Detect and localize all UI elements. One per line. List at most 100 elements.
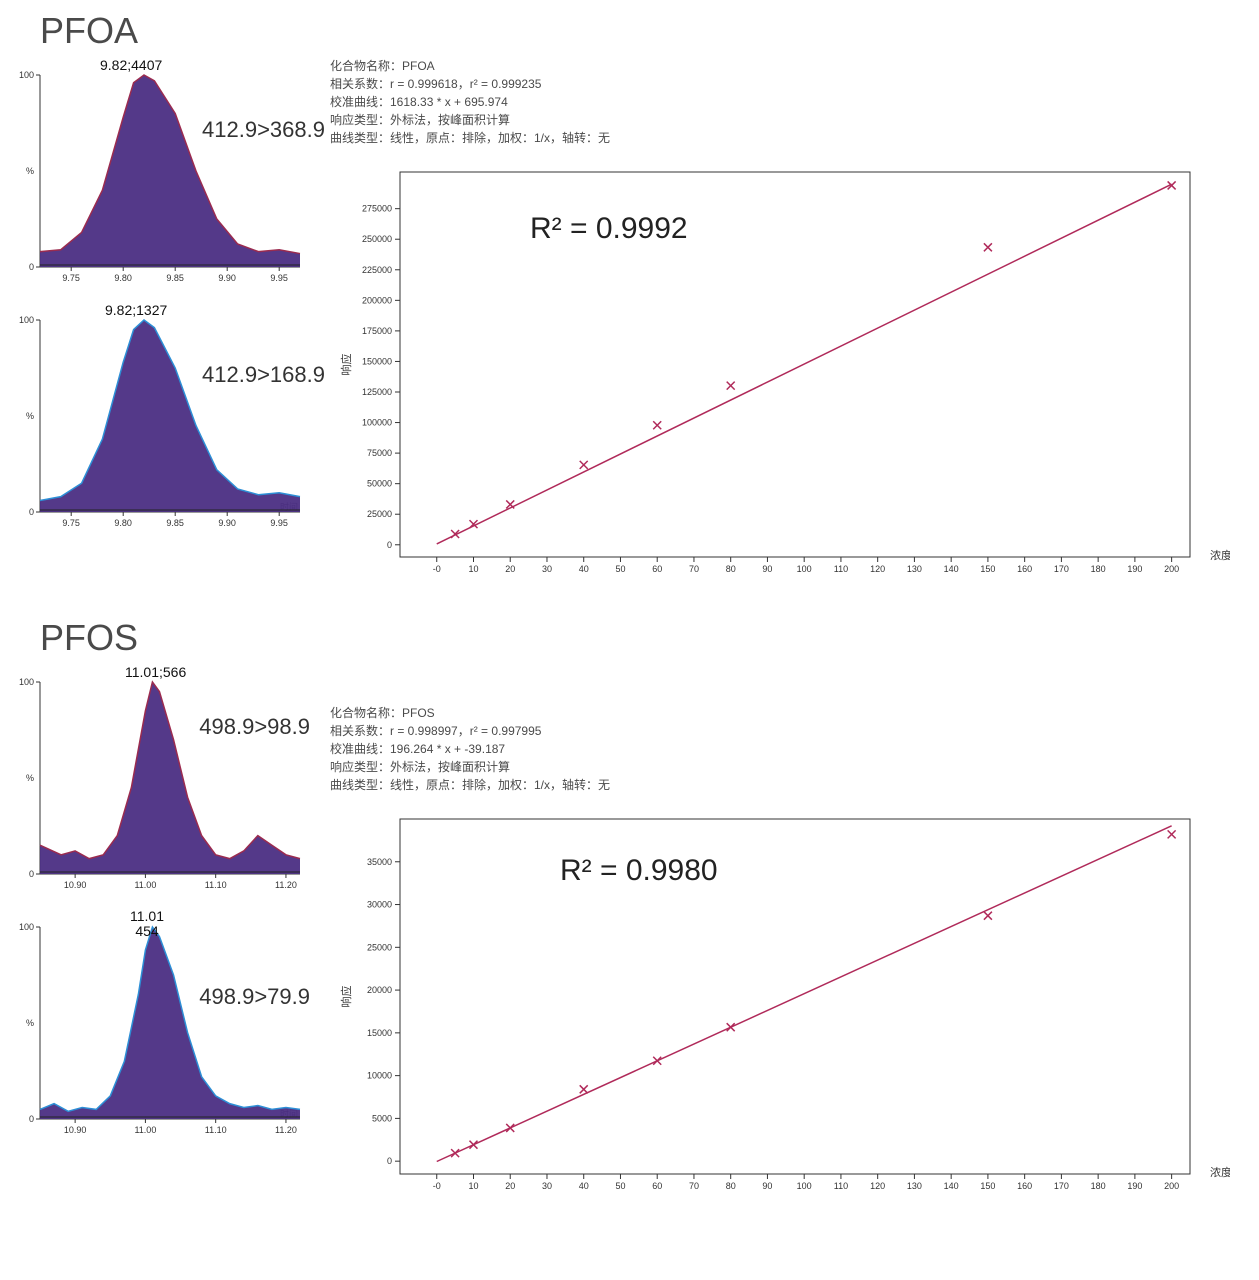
svg-text:30: 30 bbox=[542, 1181, 552, 1191]
pfos-title: PFOS bbox=[40, 617, 1249, 659]
svg-text:120: 120 bbox=[870, 1181, 885, 1191]
svg-text:30000: 30000 bbox=[367, 900, 392, 910]
svg-text:100: 100 bbox=[797, 564, 812, 574]
svg-text:-0: -0 bbox=[433, 564, 441, 574]
pfoa-info: 化合物名称：PFOA 相关系数：r = 0.999618，r² = 0.9992… bbox=[330, 57, 1249, 147]
svg-text:9.80: 9.80 bbox=[114, 273, 132, 283]
svg-text:80: 80 bbox=[726, 1181, 736, 1191]
svg-text:9.85: 9.85 bbox=[166, 518, 184, 528]
svg-text:125000: 125000 bbox=[362, 387, 392, 397]
svg-text:0: 0 bbox=[387, 540, 392, 550]
svg-text:130: 130 bbox=[907, 564, 922, 574]
svg-text:275000: 275000 bbox=[362, 204, 392, 214]
transition-label: 498.9>98.9 bbox=[199, 714, 310, 740]
svg-text:160: 160 bbox=[1017, 1181, 1032, 1191]
svg-text:浓度: 浓度 bbox=[1210, 1165, 1230, 1179]
svg-text:响应: 响应 bbox=[339, 354, 353, 376]
svg-text:0: 0 bbox=[29, 262, 34, 272]
svg-text:%: % bbox=[26, 1018, 34, 1028]
pfos-chrom2: 11.01454 498.9>79.9 100%010.9011.0011.10… bbox=[10, 909, 310, 1144]
svg-text:110: 110 bbox=[834, 564, 848, 574]
pfoa-chrom2: 9.82;1327 412.9>168.9 100%09.759.809.859… bbox=[10, 302, 310, 537]
svg-text:120: 120 bbox=[870, 564, 885, 574]
svg-text:11.00: 11.00 bbox=[134, 880, 156, 890]
transition-label: 412.9>368.9 bbox=[202, 117, 325, 143]
svg-text:100000: 100000 bbox=[362, 418, 392, 428]
pfoa-section: PFOA 9.82;4407 412.9>368.9 100% 0 9.75 9.80… bbox=[10, 10, 1249, 587]
svg-text:-0: -0 bbox=[433, 1181, 441, 1191]
svg-text:225000: 225000 bbox=[362, 265, 392, 275]
svg-text:150: 150 bbox=[980, 1181, 995, 1191]
svg-text:40: 40 bbox=[579, 1181, 589, 1191]
svg-text:180: 180 bbox=[1091, 564, 1106, 574]
svg-text:50: 50 bbox=[615, 564, 625, 574]
svg-text:100: 100 bbox=[19, 70, 34, 80]
svg-text:35000: 35000 bbox=[367, 857, 392, 867]
svg-text:11.10: 11.10 bbox=[205, 880, 227, 890]
peak-label: 11.01454 bbox=[130, 909, 164, 940]
svg-text:%: % bbox=[26, 773, 34, 783]
svg-text:10: 10 bbox=[468, 1181, 478, 1191]
svg-text:60: 60 bbox=[652, 564, 662, 574]
svg-text:60: 60 bbox=[652, 1181, 662, 1191]
peak-label: 9.82;4407 bbox=[100, 57, 162, 73]
svg-text:150: 150 bbox=[980, 564, 995, 574]
svg-text:140: 140 bbox=[944, 564, 959, 574]
svg-text:浓度: 浓度 bbox=[1210, 548, 1230, 562]
r2-label: R² = 0.9980 bbox=[560, 854, 718, 888]
svg-text:150000: 150000 bbox=[362, 356, 392, 366]
svg-text:100: 100 bbox=[19, 922, 34, 932]
svg-text:9.75: 9.75 bbox=[62, 518, 80, 528]
svg-text:75000: 75000 bbox=[367, 448, 392, 458]
svg-text:30: 30 bbox=[542, 564, 552, 574]
pfos-chrom1: 11.01;566 498.9>98.9 100%010.9011.0011.1… bbox=[10, 664, 310, 899]
svg-text:11.00: 11.00 bbox=[134, 1125, 156, 1135]
svg-text:100: 100 bbox=[19, 315, 34, 325]
svg-text:200000: 200000 bbox=[362, 295, 392, 305]
svg-text:190: 190 bbox=[1127, 1181, 1142, 1191]
svg-text:25000: 25000 bbox=[367, 942, 392, 952]
svg-text:70: 70 bbox=[689, 1181, 699, 1191]
svg-text:175000: 175000 bbox=[362, 326, 392, 336]
pfos-section: PFOS 11.01;566 498.9>98.9 100% 0 10.90 11.0… bbox=[10, 617, 1249, 1204]
svg-text:170: 170 bbox=[1054, 564, 1069, 574]
svg-text:0: 0 bbox=[29, 1114, 34, 1124]
svg-text:200: 200 bbox=[1164, 1181, 1179, 1191]
svg-text:130: 130 bbox=[907, 1181, 922, 1191]
svg-text:180: 180 bbox=[1091, 1181, 1106, 1191]
pfos-info: 化合物名称：PFOS 相关系数：r = 0.998997，r² = 0.9979… bbox=[330, 704, 1249, 794]
svg-text:20: 20 bbox=[505, 1181, 515, 1191]
svg-text:90: 90 bbox=[762, 564, 772, 574]
svg-text:9.90: 9.90 bbox=[218, 273, 236, 283]
svg-text:11.20: 11.20 bbox=[275, 880, 297, 890]
svg-text:25000: 25000 bbox=[367, 509, 392, 519]
svg-text:20: 20 bbox=[505, 564, 515, 574]
peak-label: 9.82;1327 bbox=[105, 302, 167, 318]
svg-text:170: 170 bbox=[1054, 1181, 1069, 1191]
svg-text:11.10: 11.10 bbox=[205, 1125, 227, 1135]
pfos-calibration-chart: R² = 0.9980 0500010000150002000025000300… bbox=[330, 804, 1249, 1204]
svg-text:10000: 10000 bbox=[367, 1071, 392, 1081]
svg-text:20000: 20000 bbox=[367, 985, 392, 995]
svg-text:90: 90 bbox=[762, 1181, 772, 1191]
svg-text:%: % bbox=[26, 166, 34, 176]
r2-label: R² = 0.9992 bbox=[530, 212, 688, 246]
svg-text:160: 160 bbox=[1017, 564, 1032, 574]
svg-text:10.90: 10.90 bbox=[64, 880, 87, 890]
svg-text:15000: 15000 bbox=[367, 1028, 392, 1038]
peak-label: 11.01;566 bbox=[125, 664, 186, 680]
svg-text:200: 200 bbox=[1164, 564, 1179, 574]
pfoa-title: PFOA bbox=[40, 10, 1249, 52]
svg-text:9.95: 9.95 bbox=[270, 518, 288, 528]
svg-text:9.90: 9.90 bbox=[218, 518, 236, 528]
svg-text:100: 100 bbox=[797, 1181, 812, 1191]
svg-text:9.75: 9.75 bbox=[62, 273, 80, 283]
svg-text:110: 110 bbox=[834, 1181, 848, 1191]
pfoa-chrom1: 9.82;4407 412.9>368.9 100%09.759.809.859… bbox=[10, 57, 310, 292]
svg-text:9.85: 9.85 bbox=[166, 273, 184, 283]
transition-label: 498.9>79.9 bbox=[199, 984, 310, 1010]
svg-text:响应: 响应 bbox=[339, 986, 353, 1008]
svg-text:250000: 250000 bbox=[362, 234, 392, 244]
svg-text:100: 100 bbox=[19, 677, 34, 687]
svg-text:80: 80 bbox=[726, 564, 736, 574]
